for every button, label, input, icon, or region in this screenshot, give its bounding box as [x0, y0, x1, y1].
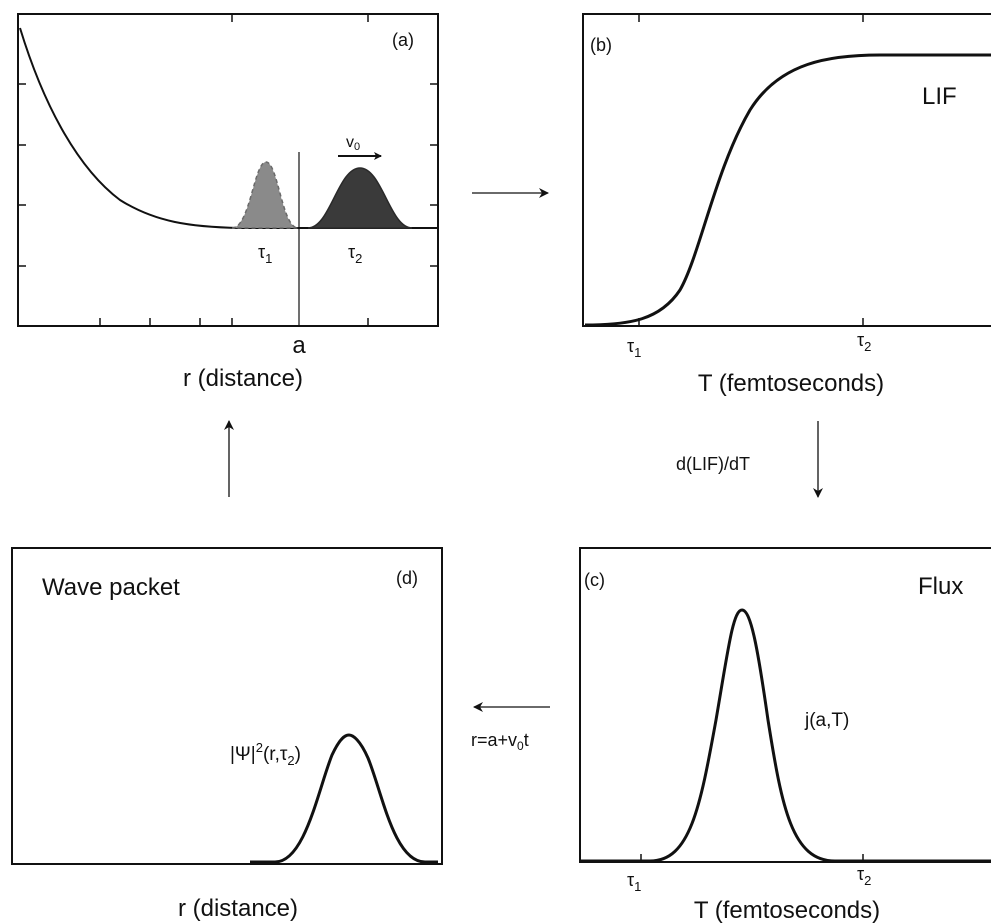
panel-b: (b) LIF τ1 τ2 T (femtoseconds): [583, 14, 991, 397]
panel-b-tag: (b): [590, 35, 612, 55]
flow-arrows: d(LIF)/dT r=a+v0t: [229, 193, 818, 753]
panel-b-ticks: [639, 14, 863, 326]
panel-a-tick-a: a: [292, 332, 306, 359]
panel-c-tau2-label: τ2: [857, 864, 871, 888]
panel-d-tag: (d): [396, 568, 418, 588]
panel-a-frame: [18, 14, 438, 326]
panel-b-tau2-label: τ2: [857, 330, 871, 354]
panel-a-tau2-label: τ2: [348, 242, 362, 266]
panel-a-xlabel: r (distance): [183, 365, 303, 392]
wave-packet-label: |Ψ|2(r,τ2): [230, 740, 301, 768]
flux-curve-label: j(a,T): [804, 710, 849, 731]
flux-curve: [580, 610, 991, 861]
wave-packet-tau2: [308, 168, 412, 228]
panel-c-tau1-label: τ1: [627, 870, 641, 894]
panel-c-xlabel: T (femtoseconds): [694, 897, 880, 924]
panel-b-xlabel: T (femtoseconds): [698, 370, 884, 397]
panel-a: v0 τ1 τ2 (a) a r (distance): [18, 14, 438, 392]
panel-a-tag: (a): [392, 30, 414, 50]
panel-a-ticks: [18, 14, 438, 326]
panel-b-title: LIF: [922, 83, 957, 110]
panel-d-title: Wave packet: [42, 574, 180, 601]
arrow-b-to-c-label: d(LIF)/dT: [676, 454, 750, 474]
velocity-label: v0: [346, 134, 360, 153]
panel-c: (c) Flux j(a,T) τ1 τ2 T (femtoseconds): [580, 548, 991, 924]
arrow-c-to-d-label: r=a+v0t: [471, 730, 529, 753]
panel-d: Wave packet (d) |Ψ|2(r,τ2) r (distance): [12, 548, 442, 922]
wave-packet-tau1: [232, 162, 298, 228]
panel-c-title: Flux: [918, 573, 963, 600]
panel-b-tau1-label: τ1: [627, 336, 641, 360]
panel-b-frame: [583, 14, 991, 326]
panel-c-tag: (c): [584, 570, 605, 590]
panel-d-xlabel: r (distance): [178, 895, 298, 922]
panel-a-tau1-label: τ1: [258, 242, 272, 266]
